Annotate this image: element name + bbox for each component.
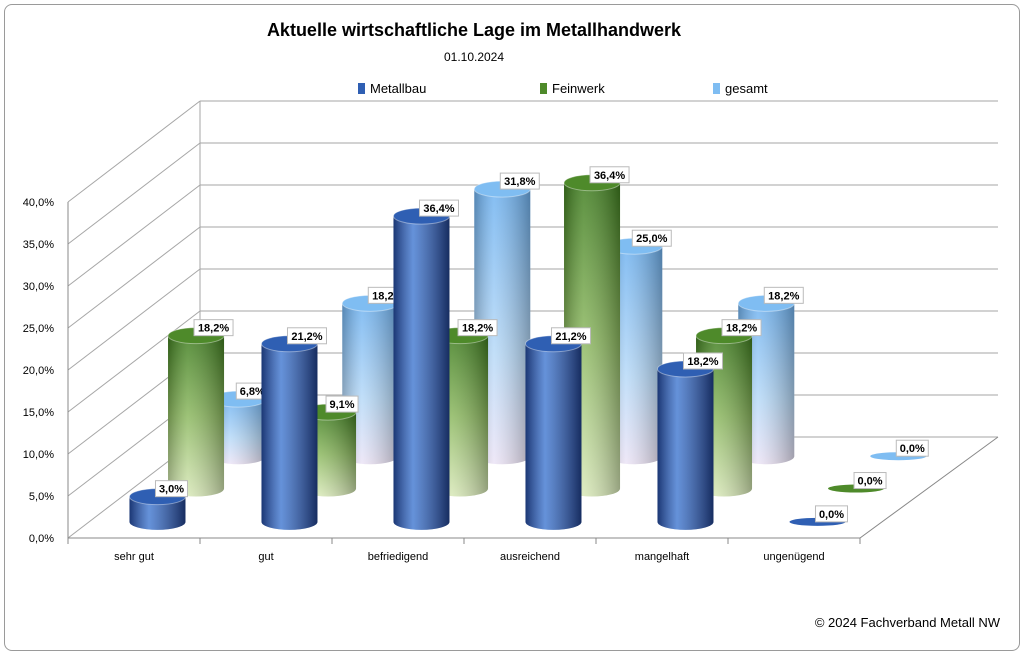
legend-swatch	[713, 83, 720, 94]
bar-shading	[261, 343, 318, 530]
data-label-box	[193, 319, 234, 337]
bar-shading	[393, 216, 450, 530]
data-label-box	[154, 480, 188, 498]
bar-metallbau: 0,0%	[789, 505, 848, 526]
y-tick-label: 15,0%	[23, 407, 54, 419]
bar-shading	[168, 335, 225, 497]
data-label-box	[631, 229, 672, 247]
x-tick-label: gut	[258, 551, 273, 563]
data-label-box	[286, 327, 327, 345]
data-label: 0,0%	[819, 509, 844, 521]
chart-frame	[4, 4, 1020, 651]
bar-shading	[525, 343, 582, 530]
y-tick-label: 25,0%	[23, 323, 54, 335]
legend-label: Feinwerk	[552, 81, 605, 96]
bar-metallbau: 21,2%	[260, 327, 327, 530]
bar-shading	[474, 189, 531, 465]
data-label: 21,2%	[555, 331, 586, 343]
bar-metallbau: 3,0%	[128, 480, 188, 530]
data-label: 18,2%	[462, 323, 493, 335]
data-label: 18,2%	[687, 356, 718, 368]
bar-gesamt: 25,0%	[605, 229, 672, 465]
data-label-box	[457, 319, 498, 337]
bar-feinwerk: 0,0%	[828, 472, 887, 493]
bars: 6,8% 18,2% 31,8% 25,0% 18,2% 0,0% 18,2% 9,1% 18,…	[128, 166, 929, 530]
bar-gesamt: 31,8%	[473, 172, 540, 465]
y-tick-label: 5,0%	[29, 491, 54, 503]
data-label-box	[853, 472, 887, 490]
bar-gesamt: 18,2%	[737, 286, 804, 465]
data-label: 25,0%	[636, 233, 667, 245]
y-tick-label: 30,0%	[23, 281, 54, 293]
data-label: 31,8%	[504, 176, 535, 188]
data-label: 0,0%	[900, 443, 925, 455]
data-label: 18,2%	[198, 323, 229, 335]
bar-metallbau: 21,2%	[524, 327, 591, 530]
bar-shading	[657, 368, 714, 530]
data-label: 21,2%	[291, 331, 322, 343]
legend-label: gesamt	[725, 81, 768, 96]
y-tick-label: 35,0%	[23, 239, 54, 251]
bar-feinwerk: 18,2%	[167, 319, 234, 497]
legend-swatch	[540, 83, 547, 94]
data-label: 0,0%	[858, 476, 883, 488]
data-label: 36,4%	[423, 203, 454, 215]
side-gridline	[67, 268, 201, 371]
side-gridline	[67, 184, 201, 287]
data-label-box	[418, 199, 459, 217]
data-label-box	[763, 286, 804, 304]
side-gridline	[67, 142, 201, 245]
bar-shading	[606, 246, 663, 465]
x-tick-label: mangelhaft	[635, 551, 689, 563]
y-tick-label: 40,0%	[23, 197, 54, 209]
bar-metallbau: 18,2%	[656, 352, 723, 530]
data-label-box	[895, 439, 929, 457]
data-label-box	[499, 172, 540, 190]
side-gridline	[67, 226, 201, 329]
x-tick-label: ungenügend	[763, 551, 824, 563]
side-gridline	[67, 310, 201, 413]
data-label-box	[325, 395, 359, 413]
side-gridline	[67, 100, 201, 203]
data-label-box	[589, 166, 630, 184]
data-label: 18,2%	[768, 290, 799, 302]
bar-shading	[129, 496, 186, 530]
y-tick-label: 20,0%	[23, 365, 54, 377]
chart-subtitle: 01.10.2024	[444, 50, 504, 64]
y-tick-label: 0,0%	[29, 533, 54, 545]
data-label: 36,4%	[594, 170, 625, 182]
data-label-box	[814, 505, 848, 523]
data-label-box	[721, 319, 762, 337]
bar-gesamt: 6,8%	[209, 382, 269, 465]
data-label: 3,0%	[159, 484, 184, 496]
copyright-footer: © 2024 Fachverband Metall NW	[815, 615, 1001, 630]
bar-shading	[210, 399, 267, 465]
data-label: 6,8%	[240, 386, 265, 398]
data-label: 9,1%	[330, 399, 355, 411]
data-label-box	[682, 352, 723, 370]
x-tick-label: sehr gut	[114, 551, 154, 563]
bar-gesamt: 0,0%	[870, 439, 929, 461]
chart-title: Aktuelle wirtschaftliche Lage im Metallh…	[267, 20, 682, 40]
bar-shading	[738, 303, 795, 465]
data-label-box	[550, 327, 591, 345]
x-tick-label: ausreichend	[500, 551, 560, 563]
legend-label: Metallbau	[370, 81, 426, 96]
x-tick-label: befriedigend	[368, 551, 429, 563]
bar-metallbau: 36,4%	[392, 199, 459, 530]
y-tick-label: 10,0%	[23, 449, 54, 461]
data-label: 18,2%	[726, 323, 757, 335]
bar-shading	[342, 303, 399, 465]
legend-swatch	[358, 83, 365, 94]
legend: Metallbau Feinwerk gesamt	[358, 81, 768, 96]
